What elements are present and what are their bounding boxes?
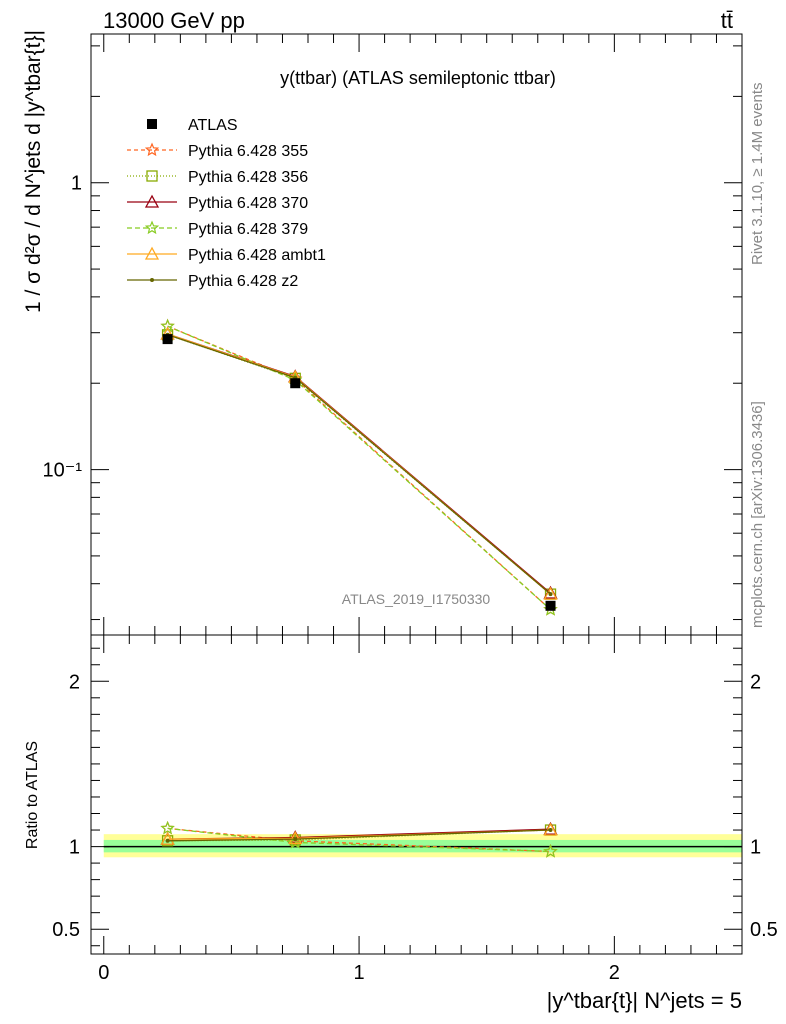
legend-label: ATLAS (188, 117, 238, 134)
legend-label: Pythia 6.428 370 (188, 195, 308, 212)
ratio-axis-ticks (91, 635, 742, 954)
header-right-label: tt̄ (721, 8, 733, 33)
main-data-point (290, 378, 301, 389)
ratio-plot-panel: 0.5 0.5 1 1 2 2 0 1 2 Ratio to ATLAS |y^tbar{t}… (24, 634, 778, 1013)
ratio-y-tick-label-left: 2 (69, 671, 80, 693)
legend-entry: Pythia 6.428 356 (127, 169, 308, 186)
legend-marker (144, 220, 160, 235)
main-series-3 (160, 326, 558, 599)
legend-marker (144, 246, 160, 260)
header-left-label: 13000 GeV pp (103, 8, 245, 33)
legend-entry: Pythia 6.428 370 (127, 194, 308, 212)
legend-label: Pythia 6.428 z2 (188, 273, 298, 290)
ratio-series-5 (165, 828, 553, 843)
main-series-2 (161, 329, 557, 600)
ratio-data-point (160, 831, 175, 845)
mcplots-label: mcplots.cern.ch [arXiv:1306.3436] (749, 401, 766, 628)
legend-marker (146, 170, 158, 182)
x-tick-label: 1 (353, 962, 364, 984)
main-series-1 (160, 318, 558, 616)
ratio-data-point (288, 830, 303, 844)
main-plot-panel: 1 10⁻¹ y(ttbar) (ATLAS semileptonic ttbar… (22, 30, 743, 636)
main-y-axis-label: 1 / σ d²σ / d N^jets d |y^tbar{t}| (22, 30, 45, 313)
main-y-tick-label: 10⁻¹ (43, 460, 83, 482)
legend: ATLAS Pythia 6.428 355 Pythia 6.428 356 Pyt… (127, 117, 326, 290)
legend-marker (150, 278, 154, 282)
main-series-line (167, 333, 551, 595)
main-series-group (160, 318, 558, 616)
ratio-y-tick-label-right: 0.5 (750, 919, 778, 941)
legend-entry: Pythia 6.428 379 (127, 220, 308, 238)
ratio-data-point (543, 843, 558, 858)
main-data-point (543, 586, 558, 600)
ratio-y-tick-label-left: 0.5 (52, 919, 80, 941)
main-y-tick-label: 1 (71, 173, 82, 195)
ratio-y-tick-label-right: 1 (750, 837, 761, 859)
main-series-5 (160, 326, 558, 600)
legend-entry: Pythia 6.428 355 (127, 142, 308, 160)
ratio-data-point (160, 820, 175, 835)
legend-label: Pythia 6.428 379 (188, 221, 308, 238)
legend-label: Pythia 6.428 356 (188, 169, 308, 186)
ratio-series-line (167, 827, 551, 853)
legend-entry: Pythia 6.428 ambt1 (127, 246, 326, 264)
main-series-line (167, 325, 551, 611)
main-series-line (167, 334, 551, 595)
main-data-point (548, 592, 553, 597)
ratio-y-tick-label-right: 2 (750, 671, 761, 693)
legend-marker (144, 142, 160, 157)
ratio-y-axis-label: Ratio to ATLAS (24, 741, 41, 849)
ratio-data-point (293, 837, 298, 842)
main-series-line (167, 325, 551, 611)
analysis-watermark: ATLAS_2019_I1750330 (342, 591, 491, 607)
legend-entry: Pythia 6.428 z2 (127, 273, 298, 290)
ratio-series-group (160, 820, 558, 858)
ratio-y-tick-label-left: 1 (69, 837, 80, 859)
main-data-point (162, 334, 173, 345)
legend-label: Pythia 6.428 ambt1 (188, 247, 326, 264)
x-axis-label: |y^tbar{t}| N^jets = 5 (547, 988, 742, 1013)
ratio-data-point (548, 828, 553, 833)
x-tick-label: 0 (98, 962, 109, 984)
main-series-0 (162, 334, 556, 611)
main-data-point (545, 600, 556, 611)
legend-label: Pythia 6.428 355 (188, 143, 308, 160)
main-series-line (167, 334, 551, 595)
main-y-tick-labels: 1 10⁻¹ (43, 173, 83, 482)
legend-entry: ATLAS (147, 117, 238, 134)
main-plot-title: y(ttbar) (ATLAS semileptonic ttbar) (280, 68, 556, 88)
legend-marker (147, 119, 157, 129)
main-series-line (167, 333, 551, 594)
ratio-data-point (165, 838, 170, 843)
main-series-4 (160, 318, 558, 616)
main-series-6 (165, 332, 553, 597)
rivet-version-label: Rivet 3.1.10, ≥ 1.4M events (749, 83, 766, 266)
ratio-y-tick-labels: 0.5 0.5 1 1 2 2 (52, 671, 778, 941)
x-tick-labels: 0 1 2 (98, 962, 620, 984)
ratio-plot-frame (90, 634, 743, 955)
x-tick-label: 2 (609, 962, 620, 984)
legend-marker (144, 194, 160, 208)
main-axis-ticks (91, 34, 742, 635)
